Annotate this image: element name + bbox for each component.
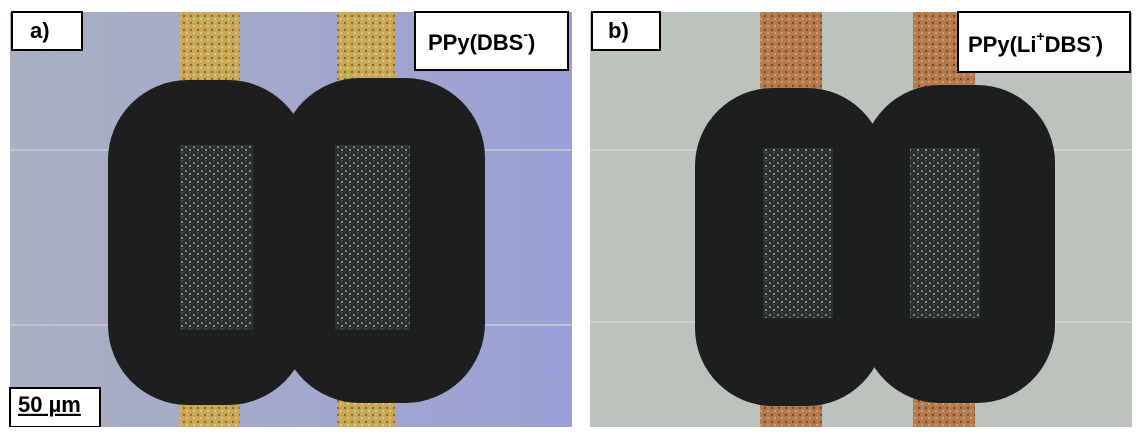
label-part: ) [528, 30, 535, 55]
panel-label: PPy(DBS-) [428, 26, 535, 55]
label-part: PPy(Li [968, 32, 1036, 57]
label-part: ) [1096, 32, 1103, 57]
scale-bar-label: 50 µm [18, 392, 81, 417]
panel-b [590, 12, 1132, 427]
label-sup: + [1036, 28, 1044, 44]
panel-tag: b) [608, 18, 629, 43]
label-part: PPy(DBS [428, 30, 523, 55]
figure: a) PPy(DBS-) b) PPy(Li+DBS-) 50 µm [0, 0, 1142, 427]
panel-tag: a) [30, 18, 50, 43]
label-part: DBS [1045, 32, 1091, 57]
panel-label: PPy(Li+DBS-) [968, 28, 1103, 57]
panel-a [10, 12, 572, 427]
